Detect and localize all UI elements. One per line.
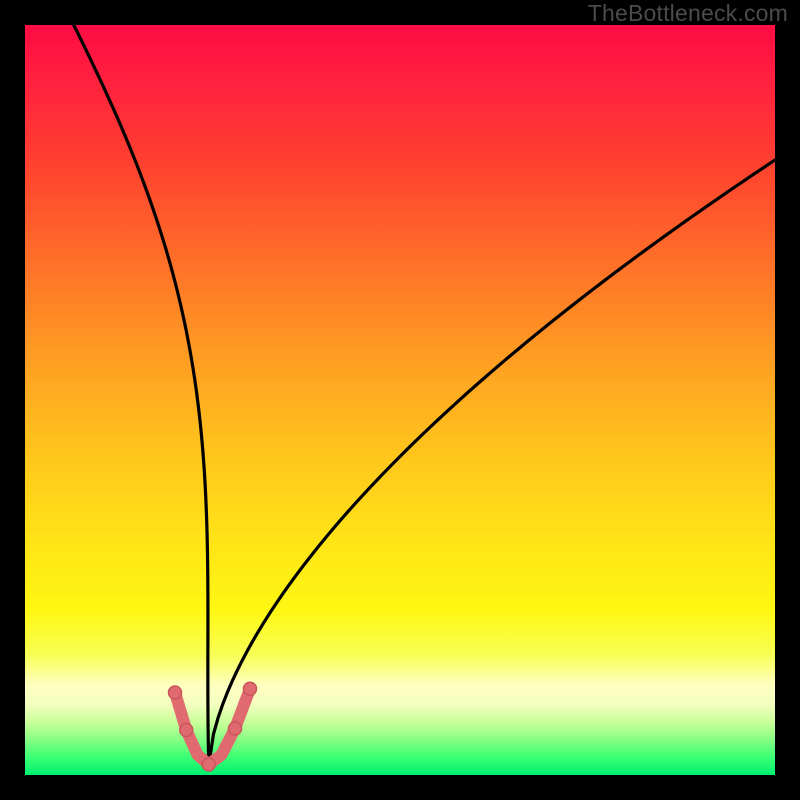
marker-dot — [169, 686, 182, 699]
marker-dot — [229, 722, 242, 735]
marker-dot — [202, 758, 215, 771]
marker-dot — [244, 682, 257, 695]
watermark-text: TheBottleneck.com — [588, 0, 788, 27]
marker-dot — [180, 724, 193, 737]
bottleneck-chart — [0, 0, 800, 800]
chart-background-gradient — [25, 25, 775, 775]
